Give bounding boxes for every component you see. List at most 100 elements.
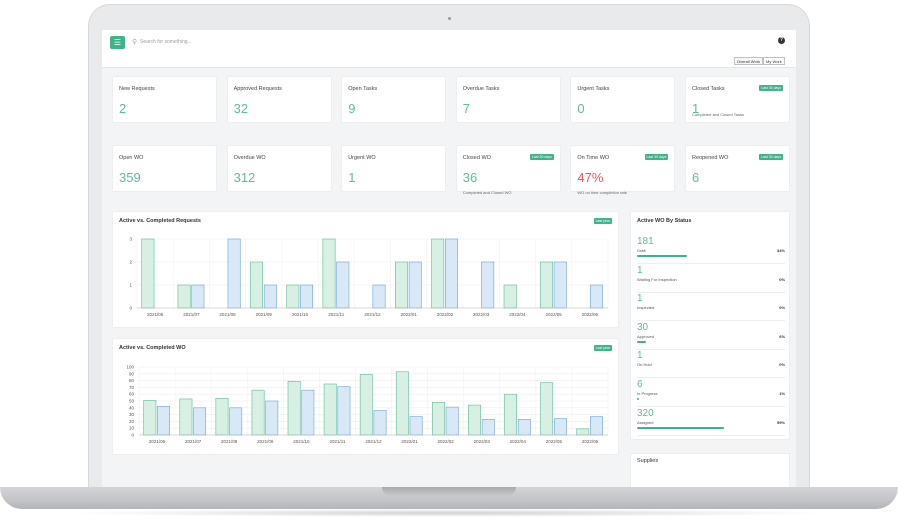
bar-series-2-2021-09[interactable] [263, 284, 277, 309]
card-approved-requests[interactable]: Approved Requests 32 [226, 76, 332, 123]
status-progress-track [637, 340, 785, 343]
status-row-inspected[interactable]: 1 Inspected 0% [637, 293, 785, 322]
bar-series-2-2022-01[interactable] [409, 416, 423, 436]
bar-series-2-2021-07[interactable] [193, 407, 207, 436]
card-urgent-tasks[interactable]: Urgent Tasks 0 [570, 76, 676, 123]
card-closed-tasks[interactable]: Closed Tasks 1 Last 30 days Completed and C… [685, 76, 790, 123]
bar-series-2-2021-10[interactable] [300, 284, 314, 309]
bar-series-2-2022-06[interactable] [589, 284, 603, 309]
bar-series-2-2022-02[interactable] [445, 406, 459, 436]
bar-series-2-2021-12[interactable] [372, 284, 386, 309]
card-urgent-wo[interactable]: Urgent WO 1 [341, 145, 447, 192]
bar-series-1-2021-07[interactable] [179, 398, 193, 436]
bar-series-1-2021-11[interactable] [322, 238, 336, 309]
bar-series-1-2021-07[interactable] [177, 284, 191, 309]
bar-series-1-2021-12[interactable] [359, 374, 373, 436]
card-value: 47% [577, 170, 604, 185]
bar-series-1-2021-06[interactable] [141, 238, 155, 309]
bar-series-2-2022-04[interactable] [517, 419, 531, 436]
status-name: Draft [637, 248, 646, 253]
bar-series-2-2022-03[interactable] [481, 261, 495, 309]
bar-series-1-2021-09[interactable] [250, 261, 264, 309]
bar-series-1-2021-10[interactable] [287, 380, 301, 436]
status-row-on-hold[interactable]: 1 On Hold 0% [637, 350, 785, 379]
bar-series-1-2021-10[interactable] [286, 284, 300, 309]
bar-series-2-2021-08[interactable] [229, 407, 243, 436]
bar-series-1-2021-11[interactable] [323, 383, 337, 436]
tab-overall-work[interactable]: Overall Work [734, 57, 764, 65]
bar-series-1-2022-06[interactable] [576, 428, 590, 436]
status-row-draft[interactable]: 181 Draft 34% [637, 236, 785, 264]
bar-series-2-2022-01[interactable] [408, 261, 422, 309]
card-on-time-wo[interactable]: On Time WO 47% Last 30 days WO on time comp… [570, 145, 676, 195]
bar-series-1-2021-06[interactable] [143, 400, 157, 436]
status-row-in-progress[interactable]: 6 In Progress 1% [637, 379, 785, 407]
bar-series-2-2021-11[interactable] [336, 261, 350, 309]
x-tick-label: 2021/11 [328, 312, 344, 317]
bar-series-2-2022-06[interactable] [590, 416, 603, 436]
bar-series-1-2022-04[interactable] [503, 284, 517, 309]
status-name: On Hold [637, 362, 652, 368]
x-tick-label: 2022/05 [546, 439, 563, 444]
bar-series-1-2022-05[interactable] [540, 382, 554, 436]
bar-series-2-2021-12[interactable] [373, 410, 387, 436]
status-count: 320 [637, 407, 654, 419]
status-progress-fill [637, 426, 725, 429]
bar-series-2-2021-09[interactable] [265, 400, 279, 436]
bar-series-2-2021-10[interactable] [301, 389, 315, 436]
x-tick-label: 2021/10 [293, 439, 310, 444]
status-percent: 0% [779, 276, 785, 282]
status-row-assigned[interactable]: 320 Assigned 59% [637, 408, 785, 436]
period-badge: Last 30 days [529, 154, 554, 160]
card-value: 312 [233, 170, 256, 185]
bar-series-1-2022-02[interactable] [432, 402, 445, 436]
bar-series-1-2022-01[interactable] [395, 261, 408, 309]
bar-series-2-2022-05[interactable] [553, 418, 567, 436]
card-label: Closed Tasks [692, 86, 725, 92]
bar-series-1-2021-09[interactable] [251, 389, 265, 436]
requests-chart-panel: Active vs. Completed Requests Last year … [112, 211, 619, 328]
bar-series-2-2021-11[interactable] [337, 386, 351, 436]
tab-my-work[interactable]: My Work [763, 57, 785, 65]
card-reopened-wo[interactable]: Reopened WO 6 Last 30 days [685, 145, 790, 192]
card-overdue-tasks[interactable]: Overdue Tasks 7 [455, 76, 561, 123]
help-icon[interactable]: ? [778, 37, 785, 44]
x-tick-label: 2022/03 [473, 312, 490, 317]
card-open-wo[interactable]: Open WO 359 [112, 145, 217, 192]
card-overdue-wo[interactable]: Overdue WO 312 [226, 145, 332, 192]
status-progress-fill [637, 340, 646, 343]
card-value: 36 [462, 170, 478, 185]
card-closed-wo[interactable]: Closed WO 36 Last 30 days Completed and Clo… [455, 145, 561, 195]
bar-series-1-2022-03[interactable] [468, 404, 481, 436]
bar-series-1-2022-05[interactable] [539, 261, 553, 309]
bar-series-1-2022-02[interactable] [431, 238, 445, 309]
x-tick-label: 2022/02 [437, 312, 454, 317]
card-open-tasks[interactable]: Open Tasks 9 [341, 76, 447, 123]
card-new-requests[interactable]: New Requests 2 [112, 76, 217, 123]
x-tick-label: 2022/01 [401, 312, 418, 317]
hamburger-icon[interactable]: ☰ [110, 36, 125, 49]
y-tick-label: 10 [129, 426, 135, 431]
bar-series-2-2022-05[interactable] [553, 261, 567, 309]
bar-series-2-2021-06[interactable] [157, 406, 170, 436]
y-tick-label: 80 [129, 378, 135, 383]
y-tick-label: 0 [129, 306, 132, 311]
requests-chart-title: Active vs. Completed Requests [119, 218, 201, 224]
bar-series-2-2022-03[interactable] [481, 419, 495, 436]
wo-status-title: Active WO By Status [637, 218, 692, 224]
bar-series-1-2022-04[interactable] [504, 393, 518, 436]
status-name: Approved [637, 333, 655, 339]
search-input[interactable] [140, 36, 340, 48]
status-row-approved[interactable]: 30 Approved 6% [637, 322, 785, 350]
status-percent: 59% [776, 419, 785, 425]
status-count: 1 [637, 293, 643, 305]
bar-series-2-2021-08[interactable] [227, 238, 241, 309]
bar-series-1-2022-01[interactable] [395, 371, 409, 436]
x-tick-label: 2022/05 [546, 312, 563, 317]
bar-series-2-2022-02[interactable] [445, 238, 458, 309]
period-badge: Last 30 days [759, 85, 783, 91]
bar-series-1-2021-08[interactable] [215, 397, 229, 436]
bar-series-2-2021-07[interactable] [191, 284, 205, 309]
card-value: 32 [233, 101, 249, 116]
status-row-waiting-for-inspection[interactable]: 1 Waiting For Inspection 0% [637, 265, 785, 293]
